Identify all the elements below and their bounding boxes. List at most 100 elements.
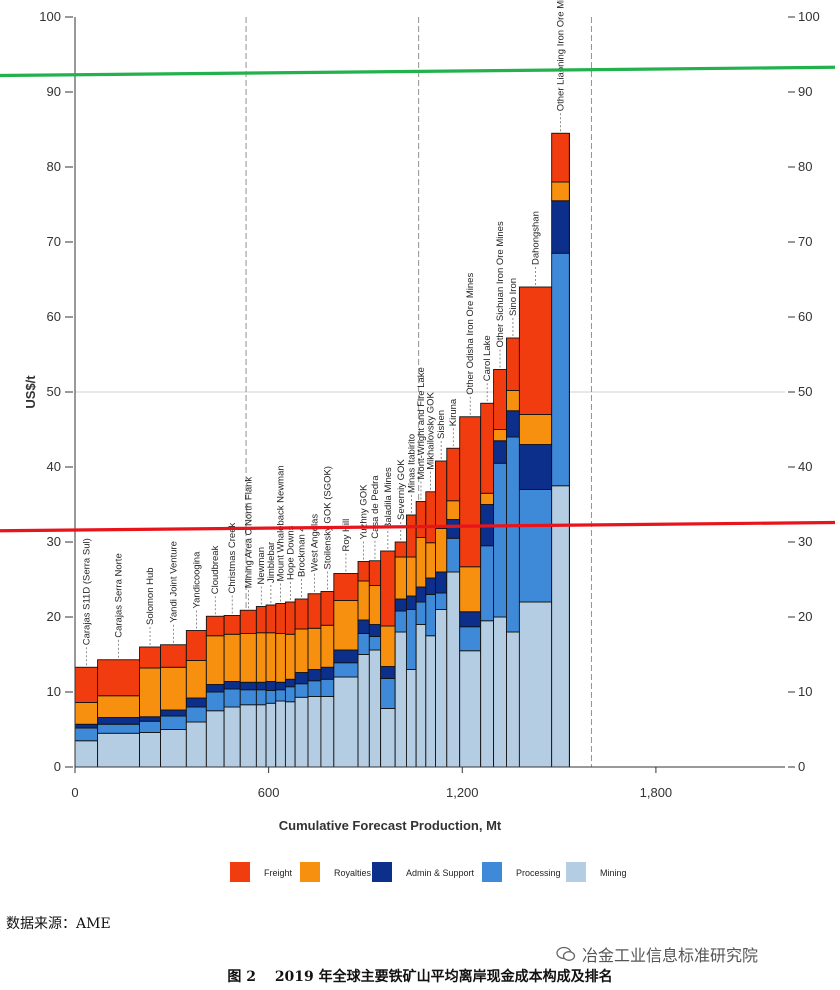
cost-bar [284, 601, 296, 768]
cost-bar [551, 132, 570, 768]
bar-segment [265, 702, 277, 768]
bar-segment [320, 624, 335, 668]
y-tick-label-right: 10 [798, 684, 812, 699]
y-tick-label-left: 80 [47, 159, 61, 174]
bar-segment [284, 601, 296, 635]
bar-segment [265, 681, 277, 691]
bar-segment [275, 633, 286, 683]
y-tick-label-left: 100 [39, 9, 61, 24]
bar-segment [368, 649, 382, 768]
bar-segment [223, 706, 241, 768]
cost-bar [518, 286, 553, 768]
bar-segment [368, 585, 382, 625]
legend-label: Mining [600, 868, 627, 878]
bar-segment [357, 654, 370, 768]
bar-segment [74, 723, 99, 729]
y-axis-title: US$/t [23, 375, 38, 409]
cost-bar [480, 402, 495, 768]
x-tick-label: 0 [71, 785, 78, 800]
bar-segment [551, 485, 570, 768]
bar-segment [275, 700, 286, 768]
bar-segment [446, 571, 461, 768]
bar-segment [139, 720, 161, 733]
bar-segment [294, 628, 309, 673]
bar-segment [294, 672, 309, 685]
mine-label: Jimblebar [266, 542, 277, 583]
reference-lines [0, 65, 836, 533]
cost-bar [139, 646, 161, 768]
bar-segment [139, 667, 161, 718]
cost-bar [368, 560, 382, 768]
bar-segment [551, 200, 570, 254]
legend-item: Freight [230, 862, 293, 882]
cost-bar [333, 573, 359, 768]
mine-label: Sino Iron [508, 278, 519, 316]
y-tick-label-right: 80 [798, 159, 812, 174]
bar-segment [425, 594, 436, 637]
mine-label: Other Liaoning Iron Ore Mines [556, 0, 567, 111]
bar-segment [160, 644, 187, 668]
mine-label: Other Odisha Iron Ore Mines [465, 273, 476, 395]
cost-bar [394, 541, 407, 768]
bar-segment [320, 591, 335, 626]
bar-segment [223, 615, 241, 635]
bar-segment [506, 390, 520, 412]
bar-segment [284, 686, 296, 703]
cost-bar [380, 550, 396, 768]
y-tick-label-right: 20 [798, 609, 812, 624]
mine-label: Brockman 4 [297, 526, 308, 577]
bar-segment [518, 286, 553, 415]
bar-segment [239, 681, 257, 691]
bar-segment [551, 181, 570, 202]
bar-segment [255, 689, 267, 706]
bar-segment [74, 740, 99, 768]
mine-label: Other Sichuan Iron Ore Mines [495, 221, 506, 347]
bar-segment [480, 402, 495, 494]
legend: Freight Royalties Admin & Support Processin… [230, 862, 627, 882]
bar-segment [459, 650, 482, 768]
mine-label: Sishen [436, 410, 447, 439]
bar-segment [368, 624, 382, 637]
bar-segment [459, 566, 482, 613]
y-tick-label-left: 0 [54, 759, 61, 774]
bar-segment [405, 669, 417, 768]
bar-segment [307, 669, 322, 682]
mine-label: Hope Downs [285, 525, 296, 580]
bar-segment [205, 615, 225, 637]
y-tick-label-right: 0 [798, 759, 805, 774]
legend-label: Admin & Support [406, 868, 475, 878]
bars-layer [74, 132, 570, 768]
mine-label: Yandi Joint Venture [168, 541, 179, 623]
bar-segment [493, 616, 507, 768]
bar-segment [506, 436, 520, 633]
bar-segment [405, 514, 417, 558]
mine-label: West Angelas [309, 514, 320, 572]
bar-segment [506, 410, 520, 438]
legend-swatch [482, 862, 502, 882]
mine-label: Carajas Serra Norte [114, 553, 125, 637]
bar-segment [493, 440, 507, 464]
bar-segment [551, 252, 570, 487]
bar-segment [405, 556, 417, 597]
mine-label: Kiruna [448, 398, 459, 426]
bar-segment [446, 519, 461, 539]
bar-segment [160, 715, 187, 730]
bar-segment [284, 701, 296, 768]
reference-line [0, 65, 836, 78]
bar-segment [435, 528, 448, 573]
mine-label: Minas Itabirito [406, 434, 417, 493]
bar-segment [394, 541, 407, 558]
mine-label: Baladila Mines [383, 467, 394, 529]
cost-bar [239, 609, 257, 768]
mine-label: Mining Area C North Flank [243, 477, 254, 589]
mine-label: Yandicoogina [191, 551, 202, 609]
y-tick-label-right: 40 [798, 459, 812, 474]
cost-bar [446, 447, 461, 768]
bar-segment [294, 683, 309, 698]
bar-segment [459, 626, 482, 652]
x-axis-title: Cumulative Forecast Production, Mt [279, 818, 502, 833]
bar-segment [265, 604, 277, 634]
bar-segment [459, 611, 482, 628]
cost-bar [74, 666, 99, 768]
cost-bar [435, 460, 448, 768]
